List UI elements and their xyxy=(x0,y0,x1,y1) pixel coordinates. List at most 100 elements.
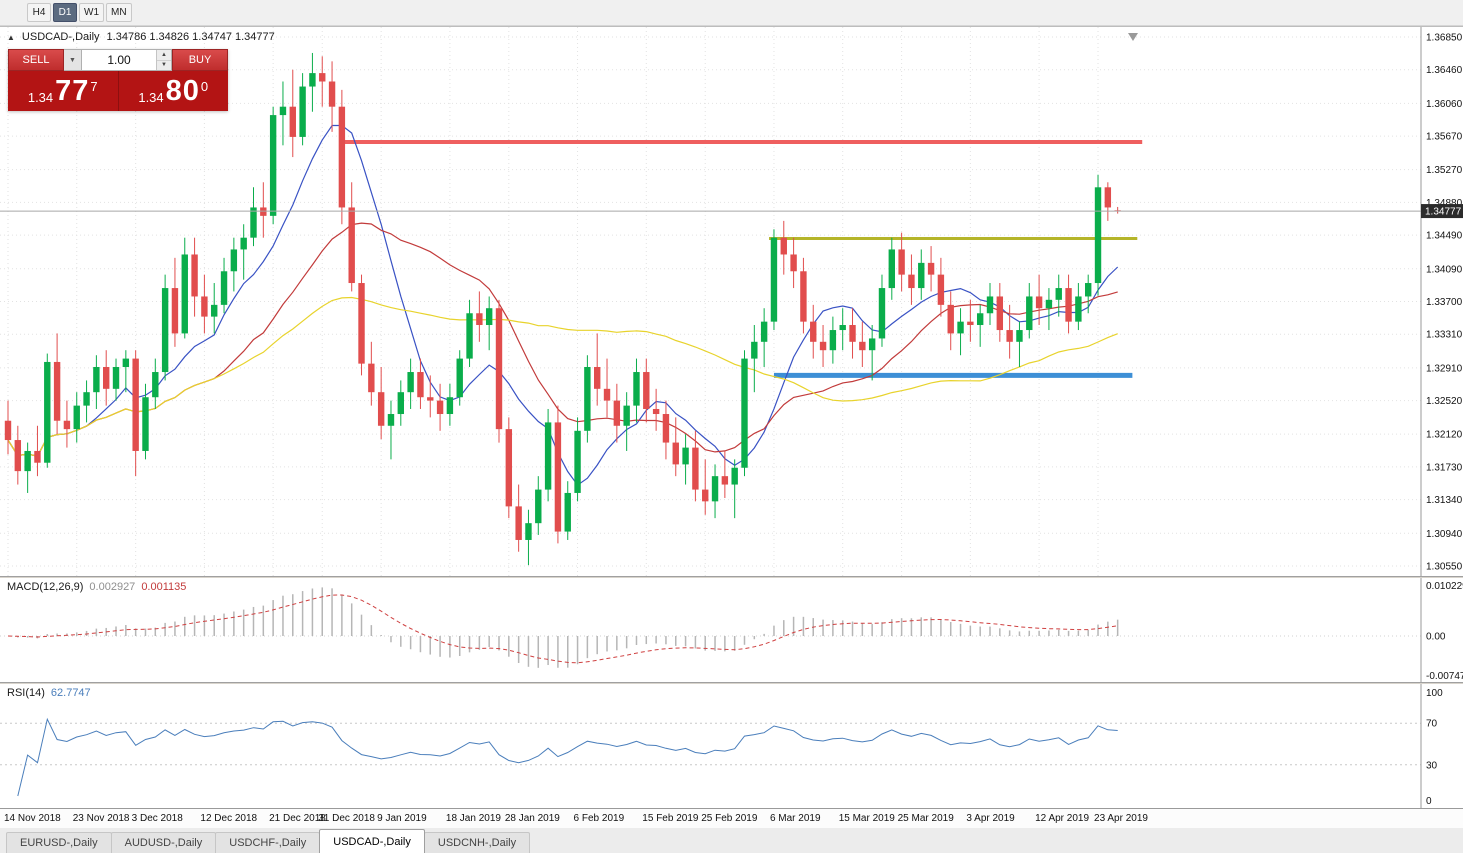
macd-name: MACD(12,26,9) xyxy=(7,581,84,593)
main-chart-panel: 1.36850 1.36460 1.36060 1.35670 1.35270 1.348… xyxy=(0,27,1463,576)
time-axis-label: 25 Feb 2019 xyxy=(701,813,758,824)
rsi-value: 62.7747 xyxy=(50,687,91,699)
sell-price-prefix: 1.34 xyxy=(27,90,54,105)
time-axis-label: 3 Apr 2019 xyxy=(966,813,1015,824)
rsi-chart: 100 70 30 0 xyxy=(0,684,1443,808)
svg-text:100: 100 xyxy=(1426,688,1443,699)
time-axis-label: 23 Apr 2019 xyxy=(1094,813,1148,824)
svg-text:1.36060: 1.36060 xyxy=(1426,99,1463,110)
svg-text:30: 30 xyxy=(1426,760,1438,771)
svg-text:1.34880: 1.34880 xyxy=(1426,198,1463,209)
timeframe-button-d1[interactable]: D1 xyxy=(53,3,77,22)
time-axis: 14 Nov 2018 23 Nov 2018 3 Dec 2018 12 Dec 2… xyxy=(0,808,1463,828)
svg-text:1.30550: 1.30550 xyxy=(1426,562,1463,573)
sell-price-sup: 7 xyxy=(90,79,98,94)
symbol-tab-audusd[interactable]: AUDUSD-,Daily xyxy=(110,832,217,853)
svg-text:1.34090: 1.34090 xyxy=(1426,264,1463,275)
svg-text:1.34490: 1.34490 xyxy=(1426,231,1463,242)
macd-signal-line xyxy=(7,594,1118,664)
volume-spin-up-icon[interactable]: ▲ xyxy=(157,50,171,61)
svg-text:1.34777: 1.34777 xyxy=(1425,207,1462,218)
current-price-tag xyxy=(1421,204,1463,219)
volume-spinner: ▲ ▼ xyxy=(156,50,171,70)
one-click-trading-toggle-icon[interactable]: ▲ xyxy=(7,32,15,42)
time-axis-label: 12 Apr 2019 xyxy=(1035,813,1090,824)
symbol-tab-usdcad[interactable]: USDCAD-,Daily xyxy=(319,829,425,853)
time-axis-label: 3 Dec 2018 xyxy=(131,813,183,824)
time-axis-label: 28 Jan 2019 xyxy=(504,813,560,824)
svg-text:1.35270: 1.35270 xyxy=(1426,165,1463,176)
one-click-trade-panel: SELL ▼ ▲ ▼ BUY 1.34 77 7 1.3 xyxy=(8,49,228,111)
volume-input[interactable] xyxy=(82,50,156,70)
moving-averages xyxy=(7,124,1119,486)
time-axis-label: 12 Dec 2018 xyxy=(200,813,258,824)
sell-price-big: 77 xyxy=(55,75,90,107)
price-chart: 1.368501.364601.360601.356701.352701.348… xyxy=(0,27,1463,576)
macd-chart: 0.010229 0.00 -0.00747 xyxy=(0,578,1463,682)
buy-price-sup: 0 xyxy=(200,79,209,94)
buy-price-prefix: 1.34 xyxy=(138,90,164,105)
chart-symbol: USDCAD-,Daily xyxy=(21,31,100,43)
svg-text:1.36460: 1.36460 xyxy=(1426,65,1463,76)
svg-text:70: 70 xyxy=(1426,719,1438,730)
svg-text:0.00: 0.00 xyxy=(1426,632,1446,643)
timeframe-button-w1[interactable]: W1 xyxy=(79,3,104,22)
macd-axis-labels: 0.010229 0.00 -0.00747 xyxy=(1426,581,1463,682)
timeframe-button-mn[interactable]: MN xyxy=(106,3,132,22)
svg-text:1.31340: 1.31340 xyxy=(1426,495,1463,506)
time-axis-label: 21 Dec 2018 xyxy=(269,813,326,824)
chart-title: ▲ USDCAD-,Daily 1.34786 1.34826 1.34747 … xyxy=(7,31,275,43)
svg-text:1.33700: 1.33700 xyxy=(1426,297,1463,308)
macd-main-value: 0.002927 xyxy=(89,581,136,593)
volume-dropdown-arrow-icon[interactable]: ▼ xyxy=(64,49,82,71)
chart-shift-marker-icon[interactable] xyxy=(1128,33,1138,41)
level-lines xyxy=(341,139,1143,378)
time-axis-label: 18 Jan 2019 xyxy=(445,813,501,824)
chart-tabs-bar: EURUSD-,Daily AUDUSD-,Daily USDCHF-,Daily U… xyxy=(0,827,1463,853)
time-axis-label: 31 Dec 2018 xyxy=(318,813,375,824)
chart-window: 1.36850 1.36460 1.36060 1.35670 1.35270 1.348… xyxy=(0,26,1463,828)
buy-price-big: 80 xyxy=(165,75,200,107)
symbol-tab-eurusd[interactable]: EURUSD-,Daily xyxy=(6,832,112,853)
sell-price-button[interactable]: 1.34 77 7 xyxy=(8,71,119,111)
time-axis-label: 6 Feb 2019 xyxy=(573,813,625,824)
rsi-name: RSI(14) xyxy=(7,687,45,699)
time-axis-label: 9 Jan 2019 xyxy=(377,813,427,824)
svg-text:1.36850: 1.36850 xyxy=(1426,33,1463,44)
trade-panel-controls: SELL ▼ ▲ ▼ BUY xyxy=(8,49,228,71)
panel-splitter[interactable] xyxy=(0,682,1463,684)
svg-text:-0.00747: -0.00747 xyxy=(1426,671,1463,682)
macd-histogram xyxy=(17,587,1119,668)
time-axis-label: 14 Nov 2018 xyxy=(4,813,61,824)
sell-button[interactable]: SELL xyxy=(8,49,64,71)
time-axis-label: 23 Nov 2018 xyxy=(72,813,130,824)
buy-price-button[interactable]: 1.34 80 0 xyxy=(119,71,229,111)
volume-field: ▲ ▼ xyxy=(82,49,172,71)
volume-spin-down-icon[interactable]: ▼ xyxy=(157,60,171,70)
panel-splitter[interactable] xyxy=(0,576,1463,578)
symbol-tab-usdchf[interactable]: USDCHF-,Daily xyxy=(215,832,321,853)
svg-text:1.33310: 1.33310 xyxy=(1426,330,1463,341)
rsi-panel: 100 70 30 0 RSI(14) 62.7747 xyxy=(0,684,1463,808)
trade-panel-prices: 1.34 77 7 1.34 80 0 xyxy=(8,71,228,111)
svg-text:1.35670: 1.35670 xyxy=(1426,132,1463,143)
chart-ohlc-values: 1.34786 1.34826 1.34747 1.34777 xyxy=(106,31,275,43)
rsi-axis-labels: 100 70 30 0 xyxy=(1426,688,1443,807)
time-axis-label: 15 Feb 2019 xyxy=(642,813,699,824)
rsi-level-lines xyxy=(0,722,1421,766)
symbol-tab-usdcnh[interactable]: USDCNH-,Daily xyxy=(423,832,531,853)
macd-label: MACD(12,26,9) 0.002927 0.001135 xyxy=(7,581,186,593)
svg-text:1.32520: 1.32520 xyxy=(1426,396,1463,407)
rsi-label: RSI(14) 62.7747 xyxy=(7,687,91,699)
time-axis-label: 15 Mar 2019 xyxy=(838,813,895,824)
ma-line-9 xyxy=(7,124,1119,486)
timeframe-toolbar: H4 D1 W1 MN xyxy=(0,0,1463,26)
timeframe-button-h4[interactable]: H4 xyxy=(27,3,51,22)
time-axis-label: 6 Mar 2019 xyxy=(769,813,821,824)
macd-signal-value: 0.001135 xyxy=(141,581,187,593)
svg-text:1.32120: 1.32120 xyxy=(1426,430,1463,441)
ma-line-50 xyxy=(7,296,1118,457)
buy-button[interactable]: BUY xyxy=(172,49,228,71)
svg-text:1.30940: 1.30940 xyxy=(1426,529,1463,540)
chart-grid xyxy=(0,27,1421,576)
